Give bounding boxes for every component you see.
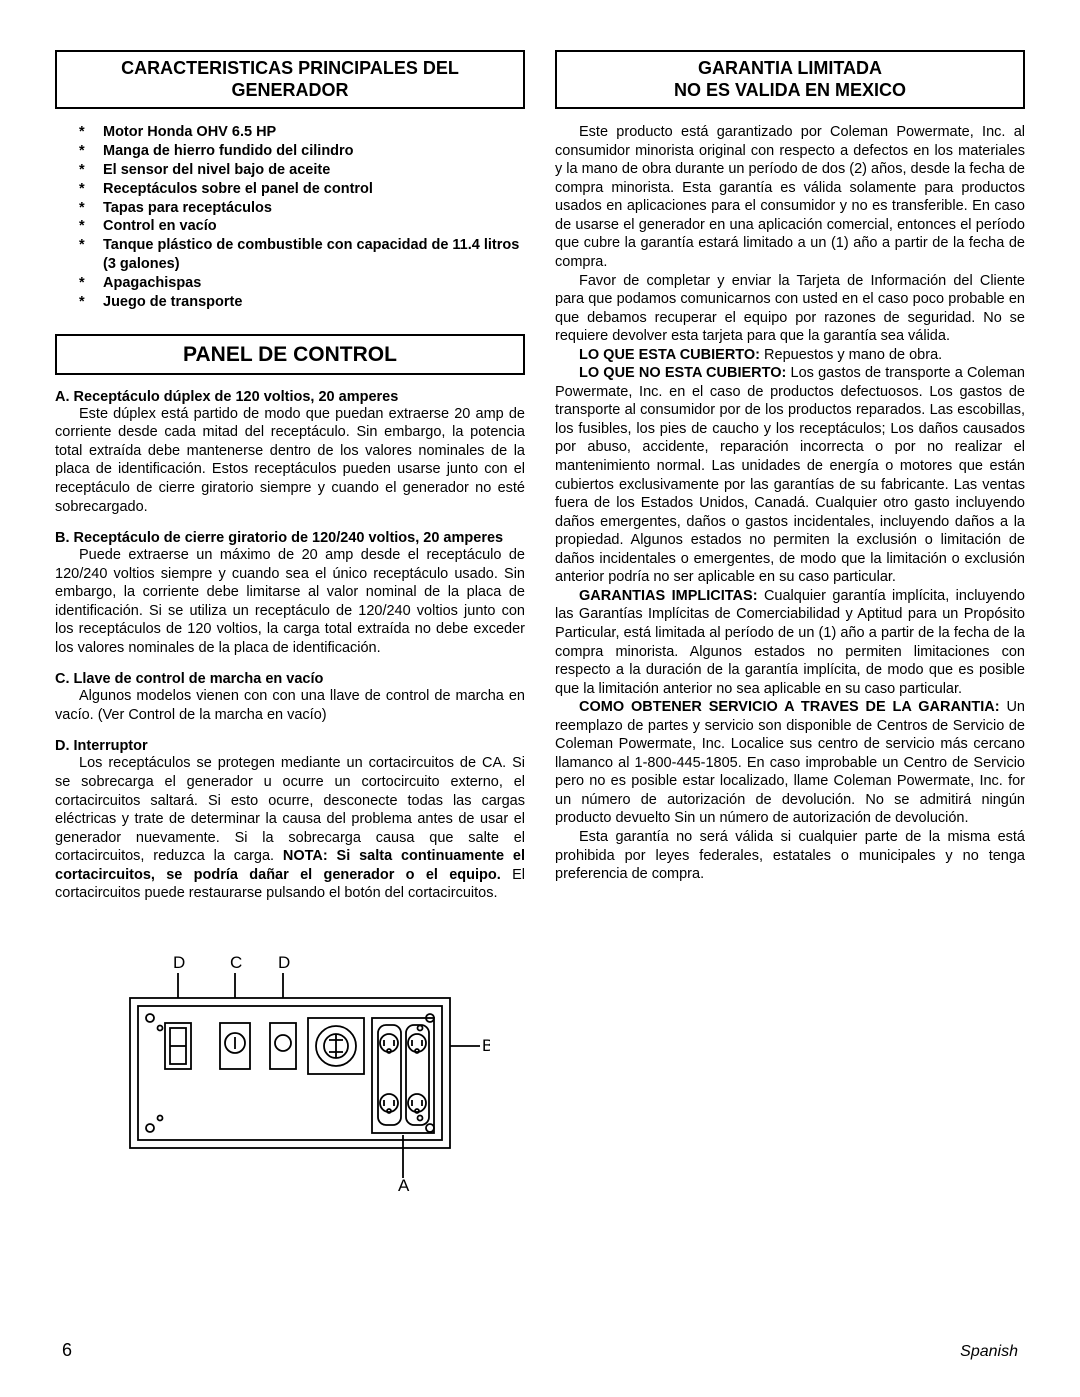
left-column: CARACTERISTICAS PRINCIPALES DEL GENERADO…: [55, 50, 525, 1198]
feature-item: Apagachispas: [79, 274, 525, 293]
feature-item: Tapas para receptáculos: [79, 199, 525, 218]
feature-list: Motor Honda OHV 6.5 HP Manga de hierro f…: [55, 123, 525, 311]
warranty-heading: GARANTIA LIMITADA NO ES VALIDA EN MEXICO: [555, 50, 1025, 109]
section-b-title: B. Receptáculo de cierre giratorio de 12…: [55, 530, 525, 546]
section-c-title: C. Llave de control de marcha en vacío: [55, 671, 525, 687]
section-c-body: Algunos modelos vienen con con una llave…: [55, 687, 525, 724]
feature-item: Manga de hierro fundido del cilindro: [79, 142, 525, 161]
features-heading: CARACTERISTICAS PRINCIPALES DEL GENERADO…: [55, 50, 525, 109]
warranty-p2: Favor de completar y enviar la Tarjeta d…: [555, 272, 1025, 346]
feature-item: Juego de transporte: [79, 293, 525, 312]
feature-item: Control en vacío: [79, 217, 525, 236]
warranty-not-covered: LO QUE NO ESTA CUBIERTO: Los gastos de t…: [555, 364, 1025, 587]
diagram-label-a: A: [398, 1176, 410, 1193]
feature-item: Tanque plástico de combustible con capac…: [79, 236, 525, 274]
page-number: 6: [62, 1340, 72, 1361]
section-b-body: Puede extraerse un máximo de 20 amp desd…: [55, 546, 525, 657]
section-a-body: Este dúplex está partido de modo que pue…: [55, 405, 525, 516]
section-d-body: Los receptáculos se protegen mediante un…: [55, 754, 525, 902]
diagram-svg: D C D B A: [90, 943, 490, 1193]
warranty-implied: GARANTIAS IMPLICITAS: Cualquier garantía…: [555, 587, 1025, 698]
warranty-p1: Este producto está garantizado por Colem…: [555, 123, 1025, 271]
diagram-label-d2: D: [278, 953, 290, 972]
language-mark: Spanish: [960, 1343, 1018, 1361]
right-column: GARANTIA LIMITADA NO ES VALIDA EN MEXICO…: [555, 50, 1025, 1198]
section-d-title: D. Interruptor: [55, 738, 525, 754]
control-panel-diagram: D C D B A: [55, 943, 525, 1198]
diagram-label-d: D: [173, 953, 185, 972]
feature-item: El sensor del nivel bajo de aceite: [79, 161, 525, 180]
diagram-label-b: B: [482, 1036, 490, 1055]
section-a-title: A. Receptáculo dúplex de 120 voltios, 20…: [55, 389, 525, 405]
panel-heading: PANEL DE CONTROL: [55, 334, 525, 375]
feature-item: Motor Honda OHV 6.5 HP: [79, 123, 525, 142]
warranty-covered: LO QUE ESTA CUBIERTO: Repuestos y mano d…: [555, 346, 1025, 365]
feature-item: Receptáculos sobre el panel de control: [79, 180, 525, 199]
warranty-service: COMO OBTENER SERVICIO A TRAVES DE LA GAR…: [555, 698, 1025, 828]
warranty-p7: Esta garantía no será válida si cualquie…: [555, 828, 1025, 884]
diagram-label-c: C: [230, 953, 242, 972]
